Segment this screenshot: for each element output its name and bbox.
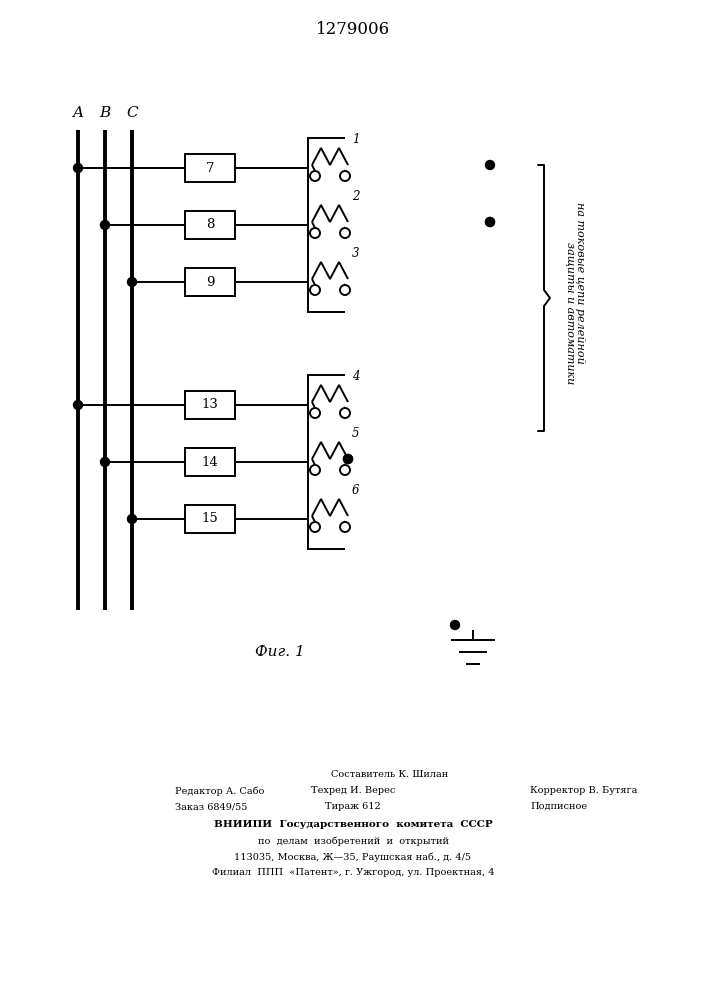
Text: B: B (100, 106, 110, 120)
Circle shape (340, 285, 350, 295)
Text: Техред И. Верес: Техред И. Верес (311, 786, 395, 795)
FancyBboxPatch shape (185, 448, 235, 476)
Text: 2: 2 (352, 190, 359, 203)
FancyBboxPatch shape (185, 211, 235, 239)
Text: на токовые цепи релейной: на токовые цепи релейной (575, 202, 585, 364)
Circle shape (340, 522, 350, 532)
FancyBboxPatch shape (185, 154, 235, 182)
Text: Редактор А. Сабо: Редактор А. Сабо (175, 786, 264, 796)
Text: Подписное: Подписное (530, 802, 587, 811)
Circle shape (486, 218, 494, 227)
Text: Корректор В. Бутяга: Корректор В. Бутяга (530, 786, 638, 795)
Text: 8: 8 (206, 219, 214, 232)
Text: Фиг. 1: Фиг. 1 (255, 645, 305, 659)
Text: 13: 13 (201, 398, 218, 412)
Text: ВНИИПИ  Государственного  комитета  СССР: ВНИИПИ Государственного комитета СССР (214, 820, 492, 829)
Text: 4: 4 (352, 370, 359, 383)
Text: A: A (73, 106, 83, 120)
Circle shape (340, 465, 350, 475)
Text: защиты и автоматики: защиты и автоматики (565, 242, 575, 384)
Circle shape (310, 522, 320, 532)
FancyBboxPatch shape (345, 110, 645, 630)
Text: Составитель К. Шилан: Составитель К. Шилан (332, 770, 449, 779)
Text: 14: 14 (201, 456, 218, 468)
Circle shape (310, 228, 320, 238)
Circle shape (127, 514, 136, 524)
Circle shape (340, 228, 350, 238)
FancyBboxPatch shape (185, 391, 235, 419)
Text: 6: 6 (352, 484, 359, 497)
Circle shape (344, 454, 353, 464)
Text: Тираж 612: Тираж 612 (325, 802, 381, 811)
Circle shape (310, 408, 320, 418)
FancyBboxPatch shape (185, 505, 235, 533)
Circle shape (344, 454, 353, 464)
Circle shape (486, 218, 494, 227)
FancyBboxPatch shape (308, 138, 364, 312)
FancyBboxPatch shape (185, 268, 235, 296)
Circle shape (100, 221, 110, 230)
Circle shape (486, 160, 494, 169)
Text: 5: 5 (352, 427, 359, 440)
Text: по  делам  изобретений  и  открытий: по делам изобретений и открытий (257, 836, 448, 846)
Circle shape (310, 171, 320, 181)
Text: Филиал  ППП  «Патент», г. Ужгород, ул. Проектная, 4: Филиал ППП «Патент», г. Ужгород, ул. Про… (212, 868, 494, 877)
Text: 1279006: 1279006 (316, 21, 390, 38)
Circle shape (310, 285, 320, 295)
Text: 1: 1 (352, 133, 359, 146)
Circle shape (310, 465, 320, 475)
Text: 113035, Москва, Ж—35, Раушская наб., д. 4/5: 113035, Москва, Ж—35, Раушская наб., д. … (235, 852, 472, 861)
FancyBboxPatch shape (308, 375, 364, 549)
Text: 9: 9 (206, 275, 214, 288)
Circle shape (74, 400, 83, 410)
Text: 7: 7 (206, 161, 214, 174)
Text: 15: 15 (201, 512, 218, 526)
Circle shape (127, 277, 136, 286)
Circle shape (100, 458, 110, 466)
Text: C: C (126, 106, 138, 120)
Text: Заказ 6849/55: Заказ 6849/55 (175, 802, 247, 811)
Circle shape (74, 163, 83, 172)
Circle shape (340, 408, 350, 418)
Circle shape (340, 171, 350, 181)
Circle shape (450, 620, 460, 630)
Text: 3: 3 (352, 247, 359, 260)
